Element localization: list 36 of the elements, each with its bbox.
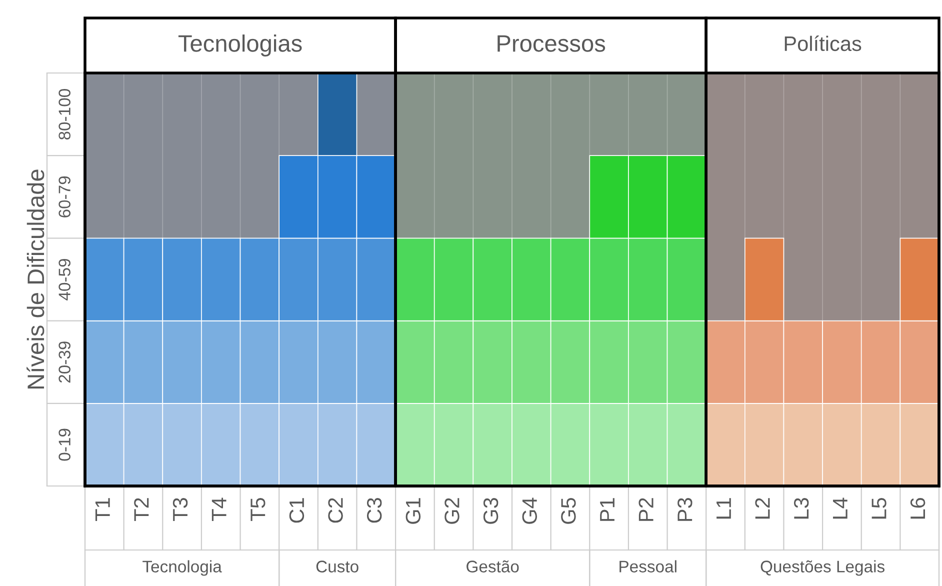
x-tick-label: C1	[289, 498, 304, 523]
x-tick-label: L2	[755, 498, 770, 519]
y-axis-title: Níveis de Dificuldade	[26, 170, 44, 388]
text: 40-59	[58, 258, 70, 300]
x-tick-label: T1	[95, 498, 110, 521]
x-tick-label: G3	[483, 498, 498, 524]
text: Custo	[316, 560, 358, 572]
x-tick-label: L6	[910, 498, 926, 519]
x-tick-label: C3	[366, 498, 382, 523]
band-label: Políticas	[784, 36, 862, 52]
x-tick-label: G2	[444, 498, 460, 524]
x-tick-label: P2	[638, 498, 654, 521]
text: 80-100	[58, 89, 70, 140]
x-tick-label: L5	[872, 498, 886, 519]
x-tick-label: P1	[600, 498, 614, 521]
text: 20-39	[58, 342, 70, 383]
x-tick-label: T4	[212, 498, 226, 521]
x-tick-label: L1	[716, 498, 731, 519]
text: Tecnologia	[142, 560, 222, 576]
band-label: Tecnologias	[178, 34, 302, 57]
x-tick-label: G1	[406, 498, 421, 524]
x-tick-label: P3	[678, 498, 692, 521]
x-tick-label: T5	[250, 498, 266, 521]
x-tick-label: L3	[794, 498, 809, 519]
x-tick-label: G5	[561, 498, 576, 524]
text: 60-79	[58, 176, 70, 218]
x-tick-label: C2	[328, 498, 343, 523]
x-tick-label: T3	[172, 498, 188, 521]
text: Gestão	[466, 560, 519, 572]
band-label: Processos	[498, 35, 606, 52]
text: Pessoal	[620, 560, 676, 572]
x-tick-label: T2	[134, 498, 149, 521]
x-tick-label: L4	[833, 498, 848, 519]
text: Questões Legais	[760, 560, 884, 576]
x-tick-label: G4	[522, 498, 537, 524]
text: 0-19	[58, 428, 70, 461]
